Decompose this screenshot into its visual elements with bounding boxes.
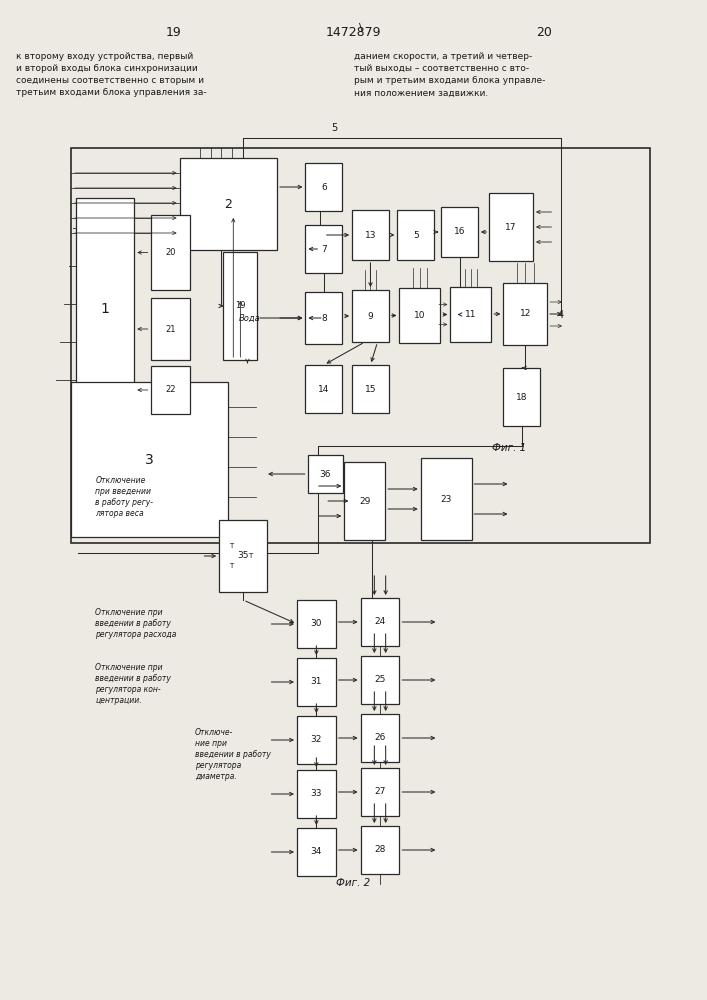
Text: Отключение при
введении в работу
регулятора расхода: Отключение при введении в работу регулят… <box>95 608 177 639</box>
Bar <box>151 366 190 414</box>
Text: 17: 17 <box>506 223 517 232</box>
Bar <box>180 158 277 250</box>
Bar <box>76 198 134 420</box>
Text: 20: 20 <box>165 248 175 257</box>
Bar <box>361 826 399 874</box>
Bar <box>219 520 267 592</box>
Text: 29: 29 <box>359 496 370 506</box>
Text: 2: 2 <box>224 198 233 211</box>
Bar <box>361 768 399 816</box>
Bar <box>305 163 342 211</box>
Bar <box>308 455 343 493</box>
Text: Фиг. 2: Фиг. 2 <box>337 878 370 888</box>
Text: 30: 30 <box>310 619 322 628</box>
Text: 18: 18 <box>516 392 527 401</box>
Bar <box>352 210 389 260</box>
Text: 1472879: 1472879 <box>326 25 381 38</box>
Bar <box>305 292 342 344</box>
Bar <box>305 365 342 413</box>
Text: 21: 21 <box>165 325 175 334</box>
Text: 7: 7 <box>321 244 327 253</box>
Text: T: T <box>229 563 233 569</box>
Text: T: T <box>248 553 252 559</box>
Bar <box>151 298 190 360</box>
Text: 31: 31 <box>310 678 322 686</box>
Text: 19: 19 <box>235 301 245 310</box>
Bar <box>344 462 385 540</box>
Text: 3: 3 <box>145 452 153 466</box>
Text: к второму входу устройства, первый
и второй входы блока синхронизации
соединены : к второму входу устройства, первый и вто… <box>16 52 206 97</box>
Bar <box>399 288 440 343</box>
Bar <box>223 252 257 360</box>
Bar <box>503 283 547 345</box>
Text: 28: 28 <box>374 845 386 854</box>
Text: 34: 34 <box>310 847 322 856</box>
Bar <box>151 215 190 290</box>
Text: 6: 6 <box>321 182 327 192</box>
Text: 15: 15 <box>365 384 376 393</box>
Text: 8: 8 <box>321 314 327 323</box>
Bar <box>361 598 399 646</box>
Text: 9: 9 <box>368 312 373 321</box>
Text: данием скорости, а третий и четвер-
тый выходы – соответственно с вто-
рым и тре: данием скорости, а третий и четвер- тый … <box>354 52 545 97</box>
Bar <box>297 658 336 706</box>
Bar <box>297 600 336 648</box>
Text: 16: 16 <box>454 228 465 236</box>
Text: 25: 25 <box>374 676 386 684</box>
Text: 32: 32 <box>310 735 322 744</box>
Bar <box>450 287 491 342</box>
Bar <box>361 714 399 762</box>
Bar <box>305 225 342 273</box>
Bar <box>297 716 336 764</box>
Text: 33: 33 <box>310 790 322 798</box>
Bar <box>297 770 336 818</box>
Text: Фиг. 1: Фиг. 1 <box>492 443 526 453</box>
Text: Отключе-
ние при
введении в работу
регулятора
диаметра.: Отключе- ние при введении в работу регул… <box>195 728 271 781</box>
Text: 10: 10 <box>414 311 426 320</box>
Text: 24: 24 <box>375 617 385 626</box>
Text: 27: 27 <box>374 788 386 796</box>
Bar <box>503 368 540 426</box>
Text: 11: 11 <box>465 310 477 319</box>
Bar <box>297 828 336 876</box>
Bar <box>352 365 389 413</box>
Bar <box>352 290 389 342</box>
Bar <box>441 207 478 257</box>
Text: 5: 5 <box>332 123 337 133</box>
Bar <box>361 656 399 704</box>
Bar <box>397 210 434 260</box>
Text: Отключение
при введении
в работу регу-
лятора веса: Отключение при введении в работу регу- л… <box>95 476 153 518</box>
Bar <box>489 193 533 261</box>
Text: T: T <box>229 543 233 549</box>
Text: 35: 35 <box>238 552 249 560</box>
Bar <box>71 382 228 537</box>
Text: 12: 12 <box>520 310 531 318</box>
Text: 5: 5 <box>413 231 419 239</box>
Text: 23: 23 <box>440 494 452 504</box>
Bar <box>421 458 472 540</box>
Bar <box>71 148 650 543</box>
Text: 19: 19 <box>165 25 181 38</box>
Text: Вода: Вода <box>238 314 260 323</box>
Text: 26: 26 <box>374 733 386 742</box>
Text: 4: 4 <box>557 310 563 320</box>
Text: 36: 36 <box>320 470 331 479</box>
Text: 13: 13 <box>365 231 376 239</box>
Text: 20: 20 <box>537 25 552 38</box>
Text: \: \ <box>358 23 363 33</box>
Text: 22: 22 <box>165 385 175 394</box>
Text: 1: 1 <box>101 302 110 316</box>
Text: Отключение при
введении в работу
регулятора кон-
центрации.: Отключение при введении в работу регулят… <box>95 663 171 705</box>
Text: 14: 14 <box>318 384 329 393</box>
